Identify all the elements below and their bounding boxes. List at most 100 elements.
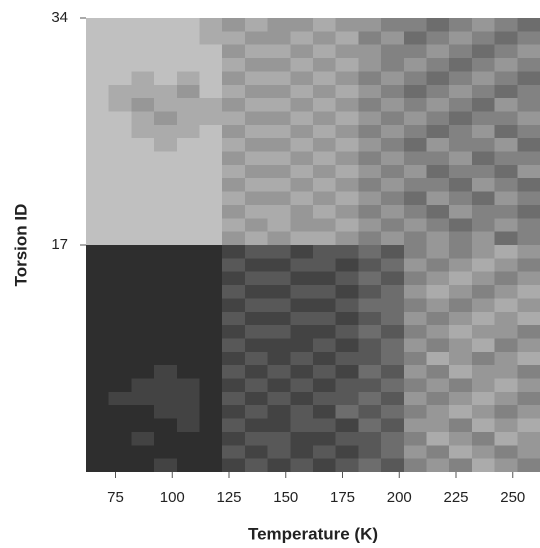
cell	[517, 365, 540, 379]
cell	[267, 378, 291, 392]
cell	[244, 365, 268, 379]
cell	[222, 71, 245, 85]
cell	[290, 58, 313, 72]
cell	[244, 111, 268, 125]
cell	[244, 164, 268, 179]
cell	[108, 458, 132, 472]
cell	[290, 458, 313, 472]
cell	[494, 124, 518, 139]
cell	[381, 178, 404, 192]
cell	[154, 445, 177, 459]
cell	[494, 311, 518, 326]
cell	[426, 151, 450, 165]
cell	[290, 84, 313, 99]
cell	[199, 285, 223, 299]
cell	[517, 258, 540, 272]
cell	[290, 231, 313, 245]
cell	[108, 58, 132, 72]
cell	[358, 325, 382, 339]
cell	[335, 31, 359, 45]
cell	[517, 191, 540, 205]
cell	[86, 458, 109, 472]
cell	[494, 178, 518, 192]
cell	[494, 231, 518, 245]
cell	[108, 178, 132, 192]
cell	[222, 164, 245, 179]
cell	[335, 311, 359, 326]
cell	[471, 124, 495, 139]
cell	[381, 218, 404, 232]
cell	[86, 218, 109, 232]
cell	[449, 44, 472, 59]
x-tick-label: 100	[160, 489, 185, 506]
cell	[154, 44, 177, 59]
cell	[86, 138, 109, 152]
cell	[222, 271, 245, 286]
cell	[403, 124, 427, 139]
cell	[176, 98, 200, 112]
cell	[154, 138, 177, 152]
cell	[267, 178, 291, 192]
cell	[517, 124, 540, 139]
cell	[199, 218, 223, 232]
cell	[335, 405, 359, 419]
cell	[426, 124, 450, 139]
cell	[358, 231, 382, 245]
cell	[222, 365, 245, 379]
cell	[267, 71, 291, 85]
cell	[222, 218, 245, 232]
cell	[381, 138, 404, 152]
cell	[154, 218, 177, 232]
cell	[222, 458, 245, 472]
cell	[108, 84, 132, 99]
cell	[335, 191, 359, 205]
cell	[494, 338, 518, 352]
cell	[403, 204, 427, 219]
cell	[290, 124, 313, 139]
cell	[426, 445, 450, 459]
cell	[86, 245, 109, 259]
cell	[222, 204, 245, 219]
cell	[358, 58, 382, 72]
cell	[108, 418, 132, 432]
cell	[358, 405, 382, 419]
cell	[131, 191, 155, 205]
cell	[176, 418, 200, 432]
cell	[403, 58, 427, 72]
cell	[494, 378, 518, 392]
cell	[494, 351, 518, 366]
cell	[449, 58, 472, 72]
cell	[290, 285, 313, 299]
cell	[199, 111, 223, 125]
cell	[131, 18, 155, 32]
cell	[290, 365, 313, 379]
cell	[449, 431, 472, 446]
cell	[244, 298, 268, 312]
cell	[426, 98, 450, 112]
cell	[199, 231, 223, 245]
cell	[176, 258, 200, 272]
cell	[176, 458, 200, 472]
cell	[108, 285, 132, 299]
cell	[176, 271, 200, 286]
cell	[199, 311, 223, 326]
cell	[381, 258, 404, 272]
cell	[222, 338, 245, 352]
cell	[403, 138, 427, 152]
cell	[471, 311, 495, 326]
cell	[358, 418, 382, 432]
cell	[154, 285, 177, 299]
cell	[313, 245, 336, 259]
cell	[154, 98, 177, 112]
cell	[313, 18, 336, 32]
cell	[86, 231, 109, 245]
cell	[471, 31, 495, 45]
cell	[108, 365, 132, 379]
cell	[403, 391, 427, 406]
cell	[335, 44, 359, 59]
cell	[199, 31, 223, 45]
cell	[358, 245, 382, 259]
cell	[267, 191, 291, 205]
cell	[313, 445, 336, 459]
cell	[199, 71, 223, 85]
